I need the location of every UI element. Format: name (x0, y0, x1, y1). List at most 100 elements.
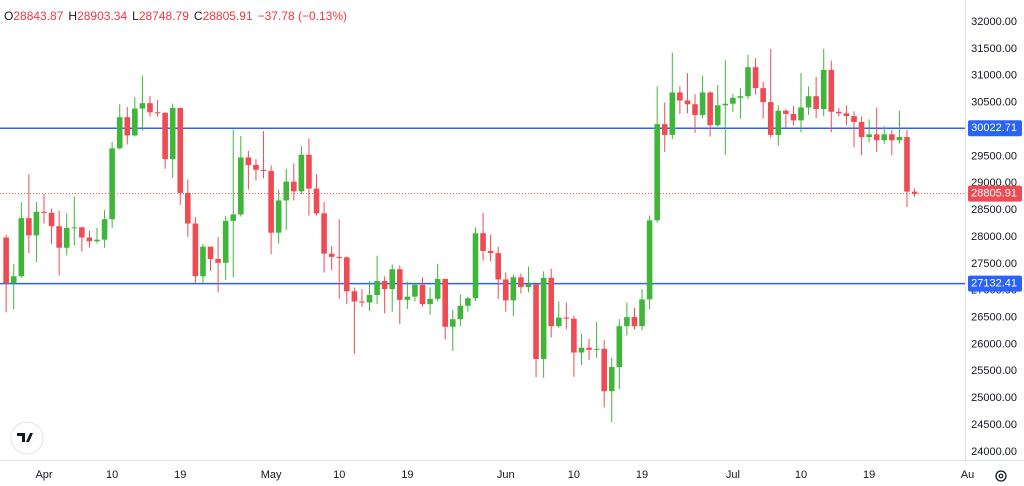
candle-body (608, 367, 615, 392)
candle-body (502, 279, 509, 301)
candle-body (730, 97, 736, 104)
y-tick-label: 29500.00 (971, 150, 1017, 162)
x-tick-label: 19 (863, 469, 875, 481)
x-tick-label: May (261, 469, 282, 481)
settings-button[interactable] (995, 470, 1007, 482)
candle-body (389, 269, 396, 290)
candle-body (533, 284, 539, 359)
candle-body (775, 110, 782, 135)
candle-body (661, 124, 668, 135)
candle-body (858, 121, 865, 138)
candle-body (275, 200, 282, 233)
candle-body (745, 67, 751, 97)
candle-body (457, 305, 464, 320)
y-tick-label: 25500.00 (971, 365, 1017, 377)
candle-body (245, 157, 252, 165)
candle-body (268, 170, 274, 233)
candle-body (230, 214, 237, 221)
price-label-box (968, 120, 1022, 137)
candle-body (480, 233, 486, 251)
candle-body (904, 137, 910, 192)
y-tick-label: 25000.00 (971, 392, 1017, 404)
candle-body (669, 92, 676, 135)
x-tick-label: Au (961, 469, 974, 481)
candle-body (222, 220, 229, 263)
ohlc-header: O28843.87 H28903.34 L28748.79 C28805.91 … (4, 9, 347, 23)
x-tick-label: 10 (795, 469, 807, 481)
candle-body (291, 181, 297, 192)
candle-body (56, 226, 62, 248)
settings-gear[interactable] (995, 470, 1007, 482)
candle-body (495, 253, 501, 280)
candle-body (374, 281, 380, 296)
candle-body (465, 298, 471, 306)
x-tick-label: Jun (497, 469, 515, 481)
candle-body (351, 291, 358, 302)
x-tick-label: 10 (568, 469, 580, 481)
candle-body (10, 276, 17, 284)
candle-body (449, 319, 456, 327)
candle-body (283, 181, 290, 201)
high-field: H28903.34 (68, 9, 127, 23)
settings-gear-hub[interactable] (998, 473, 1004, 479)
candle-body (412, 284, 418, 297)
high-label: H (68, 9, 78, 23)
candle-body (215, 259, 221, 263)
candle-body (586, 347, 592, 350)
candle-body (253, 164, 259, 170)
candle-body (624, 317, 630, 327)
candle-body (518, 277, 524, 287)
candle-body (677, 92, 683, 101)
x-tick-label: 19 (636, 469, 648, 481)
x-tick-label: Jul (726, 469, 740, 481)
candle-body (593, 348, 600, 350)
candle-body (86, 237, 93, 242)
logo-circle[interactable] (10, 421, 44, 455)
candle-body (601, 348, 607, 392)
candle-body (48, 212, 55, 227)
candle-body (896, 137, 903, 141)
candle-body (71, 227, 78, 229)
open-label: O (4, 9, 14, 23)
candle-body (33, 211, 40, 236)
candle-body (396, 269, 403, 300)
y-tick-label: 26500.00 (971, 311, 1017, 323)
candle-body (260, 169, 267, 171)
candle-body (873, 134, 880, 141)
logo-mark[interactable] (17, 433, 33, 442)
y-tick-label: 26000.00 (971, 338, 1017, 350)
candle-body (381, 281, 388, 290)
candle-body (306, 154, 312, 189)
candle-body (147, 103, 153, 113)
candle-body (238, 157, 244, 215)
candle-body (328, 253, 335, 257)
candle-body (820, 69, 827, 110)
candle-body (139, 103, 146, 109)
candle-body (639, 299, 645, 327)
candle-body (805, 96, 812, 108)
last-price-box (968, 185, 1022, 202)
close-field: C28805.91 (194, 9, 253, 23)
candle-body (722, 103, 729, 106)
candle-body (472, 233, 479, 299)
y-tick-label: 30500.00 (971, 97, 1017, 109)
candle-body (298, 154, 305, 192)
y-tick-label: 28000.00 (971, 231, 1017, 243)
candle-body (427, 298, 433, 305)
y-tick-label: 32000.00 (971, 16, 1017, 28)
candle-body (790, 113, 797, 121)
candle-body (116, 117, 123, 149)
candle-body (692, 104, 698, 115)
candle-body (699, 92, 706, 115)
candle-body (684, 100, 691, 105)
close-label: C (193, 9, 203, 23)
candle-body (578, 347, 585, 353)
candle-body (200, 246, 206, 277)
candle-body (646, 220, 653, 300)
candle-body (911, 191, 918, 194)
candle-body (132, 108, 138, 136)
x-tick-label: 19 (174, 469, 186, 481)
logo[interactable] (10, 421, 44, 455)
candle-body (207, 246, 214, 260)
candle-body (419, 284, 426, 305)
